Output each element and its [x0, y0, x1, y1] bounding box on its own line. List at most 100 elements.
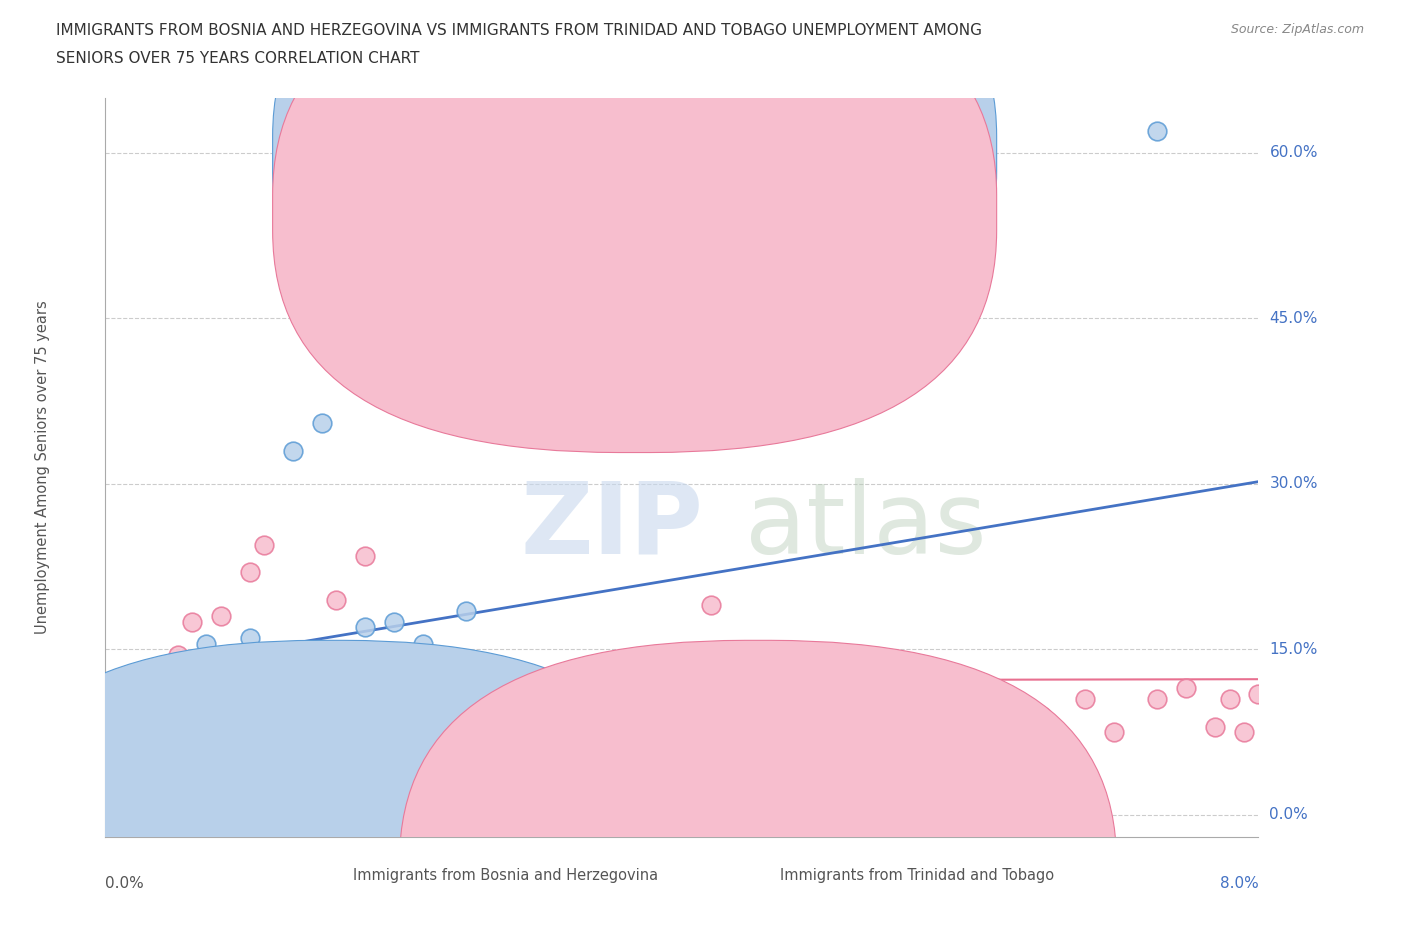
Point	[239, 565, 262, 579]
Point	[1074, 692, 1097, 707]
Point	[526, 670, 548, 684]
Point	[195, 736, 218, 751]
Text: 30.0%: 30.0%	[1270, 476, 1317, 491]
Point	[382, 736, 405, 751]
Point	[858, 681, 880, 696]
Point	[1175, 681, 1198, 696]
Point	[1204, 719, 1226, 734]
Point	[700, 598, 723, 613]
Point	[339, 713, 361, 728]
Text: 8.0%: 8.0%	[1219, 876, 1258, 891]
Text: atlas: atlas	[745, 478, 987, 575]
Point	[152, 664, 174, 679]
Point	[325, 592, 347, 607]
Point	[180, 698, 204, 712]
Point	[311, 416, 333, 431]
Point	[138, 736, 160, 751]
Point	[253, 658, 276, 673]
Point	[354, 548, 377, 563]
Point	[209, 609, 232, 624]
Point	[1146, 692, 1168, 707]
Point	[959, 713, 981, 728]
Point	[1247, 686, 1270, 701]
Point	[426, 653, 449, 668]
Point	[599, 703, 621, 718]
Point	[195, 703, 218, 718]
Point	[180, 730, 204, 745]
Point	[742, 724, 765, 739]
Point	[180, 670, 204, 684]
Text: SENIORS OVER 75 YEARS CORRELATION CHART: SENIORS OVER 75 YEARS CORRELATION CHART	[56, 51, 420, 66]
FancyBboxPatch shape	[273, 0, 997, 393]
Point	[484, 686, 506, 701]
Point	[411, 636, 433, 651]
Text: Unemployment Among Seniors over 75 years: Unemployment Among Seniors over 75 years	[35, 300, 49, 634]
Point	[195, 664, 218, 679]
Text: 15.0%: 15.0%	[1270, 642, 1317, 657]
FancyBboxPatch shape	[596, 116, 953, 260]
Point	[166, 719, 188, 734]
Text: 0.0%: 0.0%	[105, 876, 145, 891]
Point	[224, 647, 246, 662]
Point	[988, 736, 1011, 751]
Point	[152, 730, 174, 745]
Text: IMMIGRANTS FROM BOSNIA AND HERZEGOVINA VS IMMIGRANTS FROM TRINIDAD AND TOBAGO UN: IMMIGRANTS FROM BOSNIA AND HERZEGOVINA V…	[56, 23, 983, 38]
Point	[166, 681, 188, 696]
Point	[815, 692, 838, 707]
Point	[166, 736, 188, 751]
Text: 45.0%: 45.0%	[1270, 311, 1317, 325]
Point	[297, 703, 319, 718]
Point	[239, 713, 262, 728]
Point	[555, 681, 578, 696]
Point	[512, 713, 534, 728]
Point	[281, 444, 304, 458]
Point	[887, 703, 910, 718]
Point	[138, 681, 160, 696]
Text: ZIP: ZIP	[520, 478, 703, 575]
Point	[138, 736, 160, 751]
Text: Immigrants from Trinidad and Tobago: Immigrants from Trinidad and Tobago	[780, 868, 1054, 883]
Text: 60.0%: 60.0%	[1270, 145, 1317, 160]
Point	[124, 719, 146, 734]
Point	[931, 692, 953, 707]
Point	[152, 698, 174, 712]
Point	[239, 631, 262, 645]
Point	[1104, 724, 1126, 739]
Point	[311, 724, 333, 739]
Point	[382, 615, 405, 630]
Point	[253, 538, 276, 552]
Point	[195, 636, 218, 651]
Point	[281, 736, 304, 751]
Text: R = 0.006   N = 64: R = 0.006 N = 64	[665, 204, 830, 221]
Point	[454, 604, 477, 618]
Point	[224, 664, 246, 679]
Point	[209, 730, 232, 745]
Point	[253, 730, 276, 745]
Point	[396, 670, 419, 684]
Point	[887, 764, 910, 778]
Point	[180, 615, 204, 630]
Point	[108, 736, 131, 751]
Point	[166, 681, 188, 696]
Point	[209, 658, 232, 673]
Point	[224, 736, 246, 751]
Point	[641, 692, 665, 707]
Point	[124, 686, 146, 701]
Point	[166, 647, 188, 662]
Point	[267, 724, 290, 739]
Point	[195, 653, 218, 668]
Point	[152, 730, 174, 745]
FancyBboxPatch shape	[273, 0, 997, 453]
FancyBboxPatch shape	[0, 641, 690, 930]
Point	[180, 708, 204, 723]
Text: 0.0%: 0.0%	[1270, 807, 1308, 822]
Point	[166, 708, 188, 723]
Point	[138, 708, 160, 723]
Point	[1233, 724, 1256, 739]
Point	[786, 698, 808, 712]
FancyBboxPatch shape	[399, 641, 1116, 930]
Point	[671, 653, 693, 668]
Point	[354, 620, 377, 635]
Point	[1031, 708, 1053, 723]
Text: Source: ZipAtlas.com: Source: ZipAtlas.com	[1230, 23, 1364, 36]
